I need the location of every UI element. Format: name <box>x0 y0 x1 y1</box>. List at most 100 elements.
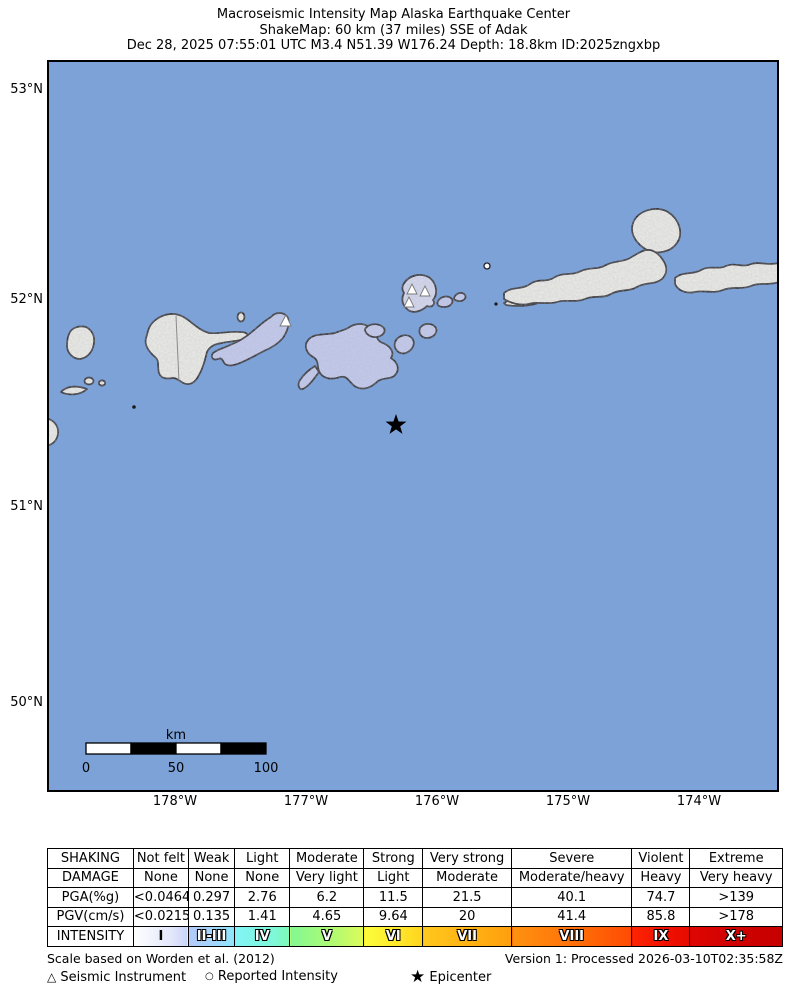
lon-tick-175w: 175°W <box>545 794 591 809</box>
legend-reported-intensity: ○ Reported Intensity <box>205 968 338 986</box>
cell: Strong <box>363 848 424 869</box>
cell: 11.5 <box>363 887 424 908</box>
islands-west <box>45 296 544 447</box>
cell: 1.41 <box>234 906 291 927</box>
cell: None <box>187 867 236 888</box>
table-row-intensity: INTENSITY I II-III IV V VI VII VIII IX X… <box>47 926 783 947</box>
row-header: DAMAGE <box>47 867 134 888</box>
row-header: PGV(cm/s) <box>47 906 134 927</box>
lat-tick-51n: 51°N <box>10 499 43 514</box>
scale-tick-100: 100 <box>254 761 279 776</box>
cell: 9.64 <box>363 906 424 927</box>
reported-intensity-icon: ○ <box>205 971 214 982</box>
epicenter-star-icon: ★ <box>410 967 426 987</box>
row-header: SHAKING <box>47 848 134 869</box>
scale-tick-0: 0 <box>82 761 90 776</box>
cell: >139 <box>689 887 783 908</box>
cell: 74.7 <box>631 887 691 908</box>
scale-bar: km 0 50 100 <box>82 728 279 776</box>
lon-tick-174w: 174°W <box>676 794 722 809</box>
cell: 21.5 <box>422 887 513 908</box>
table-row-shaking: SHAKING Not felt Weak Light Moderate Str… <box>47 848 783 869</box>
intensity-cell-ii-iii: II-III <box>187 926 236 947</box>
shakemap-subtitle: ShakeMap: 60 km (37 miles) SSE of Adak <box>259 22 528 38</box>
row-header: PGA(%g) <box>47 887 134 908</box>
intensity-map-svg: km 0 50 100 <box>45 62 780 790</box>
legend-epicenter: ★ Epicenter <box>410 968 491 986</box>
table-row-pgv: PGV(cm/s) <0.0215 0.135 1.41 4.65 9.64 2… <box>47 906 783 927</box>
cell: Severe <box>511 848 633 869</box>
intensity-cell-iv: IV <box>234 926 291 947</box>
cell: Moderate <box>422 867 513 888</box>
intensity-cell-viii: VIII <box>511 926 633 947</box>
intensity-cell-i: I <box>132 926 189 947</box>
cell: Moderate <box>289 848 365 869</box>
seismic-instrument-icon <box>403 295 415 308</box>
table-row-damage: DAMAGE None None None Very light Light M… <box>47 867 783 888</box>
tiny-islet <box>132 405 136 409</box>
cell: 0.297 <box>187 887 236 908</box>
event-info-line: Dec 28, 2025 07:55:01 UTC M3.4 N51.39 W1… <box>126 38 661 53</box>
cell: Weak <box>187 848 236 869</box>
intensity-cell-x: X+ <box>689 926 783 947</box>
graticule-line <box>175 315 180 383</box>
cell: 0.135 <box>187 906 236 927</box>
cell: >178 <box>689 906 783 927</box>
table-row-pga: PGA(%g) <0.0464 0.297 2.76 6.2 11.5 21.5… <box>47 887 783 908</box>
lat-tick-53n: 53°N <box>10 82 43 97</box>
row-header: INTENSITY <box>47 926 134 947</box>
version-processed-timestamp: Version 1: Processed 2026-03-10T02:35:58… <box>504 951 783 966</box>
lon-tick-177w: 177°W <box>283 794 329 809</box>
seismic-instrument-icon: △ <box>47 970 57 984</box>
ocean <box>49 62 777 790</box>
cell: <0.0464 <box>132 887 189 908</box>
cell: <0.0215 <box>132 906 189 927</box>
cell: Light <box>363 867 424 888</box>
legend-label: Epicenter <box>429 970 492 985</box>
title-block: Macroseismic Intensity Map Alaska Earthq… <box>0 7 787 54</box>
seismic-instrument-icon <box>279 313 292 327</box>
reported-intensity-icon <box>483 262 491 270</box>
cell: Extreme <box>689 848 783 869</box>
lat-tick-52n: 52°N <box>10 292 43 307</box>
cell: Light <box>234 848 291 869</box>
lon-tick-178w: 178°W <box>152 794 198 809</box>
cell: Not felt <box>132 848 189 869</box>
cell: 4.65 <box>289 906 365 927</box>
lon-tick-176w: 176°W <box>414 794 460 809</box>
tiny-islet <box>494 302 498 306</box>
cell: Heavy <box>631 867 691 888</box>
seismic-instrument-icon <box>419 284 431 297</box>
cell: 85.8 <box>631 906 691 927</box>
islands-shaken <box>210 274 467 390</box>
cell: Moderate/heavy <box>511 867 633 888</box>
legend-label: Seismic Instrument <box>60 970 187 985</box>
scale-bar-unit: km <box>166 728 186 743</box>
shakemap-canvas: km 0 50 100 <box>45 60 780 792</box>
islands-east <box>503 208 780 306</box>
intensity-cell-v: V <box>289 926 365 947</box>
lat-tick-50n: 50°N <box>10 695 43 710</box>
cell: 2.76 <box>234 887 291 908</box>
cell: Very light <box>289 867 365 888</box>
cell: 20 <box>422 906 513 927</box>
legend-seismic-instrument: △ Seismic Instrument <box>47 968 186 986</box>
cell: 41.4 <box>511 906 633 927</box>
epicenter-star <box>385 414 407 434</box>
scale-tick-50: 50 <box>168 761 185 776</box>
intensity-cell-vi: VI <box>363 926 424 947</box>
cell: 40.1 <box>511 887 633 908</box>
cell: Very strong <box>422 848 513 869</box>
cell: 6.2 <box>289 887 365 908</box>
seismic-instrument-icons <box>279 282 431 327</box>
intensity-scale-table: SHAKING Not felt Weak Light Moderate Str… <box>47 848 783 947</box>
page-title: Macroseismic Intensity Map Alaska Earthq… <box>216 7 571 22</box>
cell: Very heavy <box>689 867 783 888</box>
cell: None <box>234 867 291 888</box>
intensity-cell-vii: VII <box>422 926 513 947</box>
cell: None <box>132 867 189 888</box>
intensity-cell-ix: IX <box>631 926 691 947</box>
scale-reference-note: Scale based on Worden et al. (2012) <box>47 951 275 966</box>
legend-label: Reported Intensity <box>217 969 338 984</box>
seismic-instrument-icon <box>406 282 418 295</box>
